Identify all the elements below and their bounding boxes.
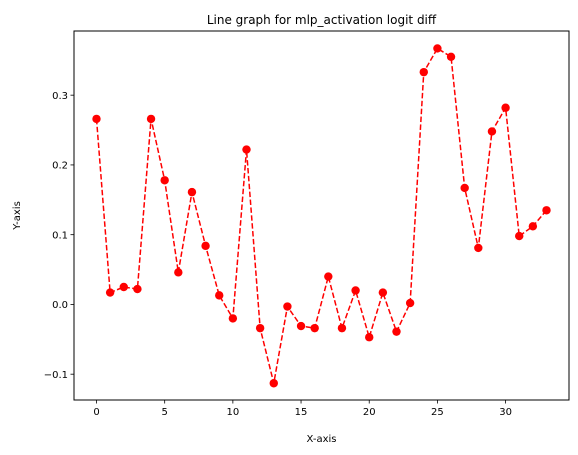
series-line	[95, 47, 548, 384]
data-point	[228, 314, 238, 323]
x-tick-label: 5	[161, 407, 167, 418]
x-tick-label: 15	[295, 407, 308, 418]
data-point	[242, 145, 251, 154]
y-tick-label: 0.0	[52, 300, 68, 311]
x-tick-label: 20	[363, 407, 376, 418]
data-point	[269, 379, 278, 388]
data-point	[460, 183, 469, 193]
data-point	[365, 333, 374, 342]
data-point	[187, 187, 197, 197]
data-point	[296, 321, 306, 331]
data-point	[310, 323, 319, 333]
data-point	[419, 67, 428, 77]
y-axis-label: Y-axis	[12, 201, 23, 231]
data-point	[392, 327, 401, 336]
data-point	[446, 52, 456, 62]
chart-title: Line graph for mlp_activation logit diff	[207, 13, 437, 27]
data-point	[528, 222, 538, 231]
data-point	[92, 114, 101, 124]
data-point	[255, 323, 265, 333]
data-point	[133, 284, 142, 294]
y-tick-label: −0.1	[44, 370, 68, 381]
data-point	[160, 176, 169, 185]
x-axis-ticks: 0 5 10 15 20 25 30	[93, 400, 512, 418]
x-tick-label: 25	[431, 407, 444, 418]
x-tick-label: 30	[499, 407, 512, 418]
data-point	[324, 272, 333, 281]
data-point	[105, 288, 115, 297]
plot-frame	[73, 30, 570, 401]
data-point	[146, 114, 156, 124]
data-point	[283, 302, 292, 311]
y-tick-label: 0.1	[52, 230, 68, 241]
y-tick-label: 0.2	[52, 161, 68, 172]
data-point	[215, 291, 224, 300]
series-markers	[92, 44, 551, 388]
data-point	[501, 103, 510, 112]
data-point	[515, 231, 524, 241]
y-axis-ticks: −0.1 0.0 0.1 0.2 0.3	[44, 91, 74, 381]
data-point	[378, 288, 388, 297]
data-point	[119, 282, 128, 292]
data-point	[337, 323, 347, 333]
data-point	[433, 44, 442, 53]
x-axis-label: X-axis	[307, 434, 337, 445]
x-tick-label: 10	[226, 407, 239, 418]
data-point	[542, 206, 551, 215]
data-point	[351, 286, 360, 295]
plot-area: −0.1 0.0 0.1 0.2 0.3 0 5 10 15 20 25 30	[44, 30, 570, 418]
data-point	[405, 298, 415, 308]
y-tick-label: 0.3	[52, 91, 68, 102]
data-point	[474, 243, 483, 253]
data-point	[487, 127, 497, 136]
x-tick-label: 0	[93, 407, 99, 418]
data-point	[201, 241, 210, 251]
data-point	[174, 268, 183, 277]
